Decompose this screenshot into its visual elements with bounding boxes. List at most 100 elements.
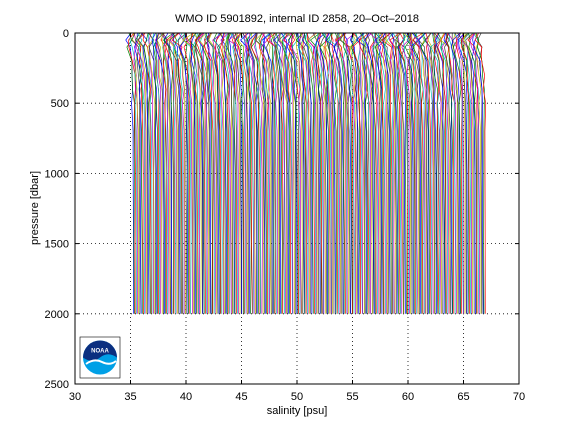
salinity-profile-line — [271, 32, 275, 314]
salinity-profile-line — [325, 32, 336, 314]
salinity-profile-line — [340, 32, 350, 314]
salinity-profile-line — [225, 32, 231, 314]
noaa-logo: NOAA — [79, 336, 121, 379]
salinity-profile-line — [178, 32, 186, 314]
salinity-profile-line — [269, 32, 279, 314]
salinity-profile-line — [424, 32, 436, 314]
salinity-profile-line — [364, 32, 375, 314]
salinity-profile-line — [152, 32, 161, 314]
salinity-profile-line — [282, 32, 291, 314]
salinity-profile-line — [445, 32, 454, 314]
y-tick-label: 2500 — [45, 379, 69, 391]
salinity-profile-line — [163, 32, 174, 314]
salinity-profile-line — [279, 32, 288, 314]
salinity-profile-line — [361, 32, 371, 314]
salinity-profile-line — [179, 32, 189, 314]
salinity-profile-line — [322, 32, 332, 314]
salinity-profile-line — [441, 32, 450, 314]
salinity-profile-line — [156, 32, 164, 314]
salinity-profile-line — [309, 32, 322, 314]
x-axis-label: salinity [psu] — [267, 405, 328, 417]
salinity-profile-line — [329, 32, 339, 314]
salinity-profile-line — [227, 32, 234, 314]
salinity-profile-line — [266, 32, 273, 314]
salinity-profile-line — [141, 32, 150, 314]
salinity-profile-line — [270, 32, 277, 314]
salinity-profile-line — [142, 32, 152, 314]
y-tick-label: 1000 — [45, 168, 69, 180]
salinity-profile-line — [220, 32, 232, 314]
salinity-profile-line — [189, 32, 199, 314]
salinity-profile-line — [427, 32, 435, 314]
salinity-profile-line — [455, 32, 463, 314]
salinity-profile-line — [474, 32, 482, 314]
logo-wave — [85, 359, 117, 365]
salinity-profile-line — [213, 32, 223, 314]
salinity-profile-line — [137, 32, 146, 314]
salinity-profile-line — [366, 32, 374, 314]
salinity-profile-line — [155, 32, 166, 314]
salinity-profile-line — [282, 32, 293, 314]
salinity-profile-line — [235, 32, 243, 314]
salinity-profile-line — [457, 32, 467, 314]
salinity-profile-line — [381, 32, 393, 314]
salinity-profile-line — [432, 32, 442, 314]
salinity-profile-line — [240, 32, 247, 314]
x-tick-label: 65 — [457, 391, 469, 403]
salinity-profile-line — [315, 32, 324, 314]
salinity-profile-line — [435, 32, 445, 314]
salinity-profile-line — [450, 32, 461, 314]
salinity-profile-line — [352, 32, 361, 314]
salinity-profile-line — [369, 32, 378, 314]
salinity-profile-line — [388, 32, 395, 314]
salinity-profile-line — [461, 32, 473, 314]
tick-layer: 30 35 40 45 50 55 60 65 70 0 500 1000 1500 2000 2500 — [45, 28, 526, 403]
salinity-profile-line — [404, 32, 415, 314]
salinity-profile-line — [451, 32, 460, 314]
salinity-profile-line — [385, 32, 396, 314]
salinity-profile-line — [475, 32, 485, 314]
x-tick-label: 40 — [180, 391, 192, 403]
salinity-profile-line — [129, 32, 138, 314]
salinity-profile-line — [461, 32, 470, 314]
salinity-profile-line — [412, 32, 421, 314]
salinity-profile-line — [420, 32, 427, 314]
salinity-profile-line — [208, 32, 218, 314]
salinity-profile-line — [334, 32, 345, 314]
salinity-profile-line — [266, 32, 272, 314]
salinity-profile-line — [344, 32, 354, 314]
salinity-profile-line — [412, 32, 423, 314]
salinity-profile-line — [136, 32, 147, 314]
salinity-profile-line — [254, 32, 263, 314]
y-tick-label: 500 — [51, 98, 69, 110]
salinity-profile-line — [355, 32, 367, 314]
salinity-profile-line — [392, 32, 402, 314]
salinity-profile-line — [182, 32, 192, 314]
salinity-profile-line — [172, 32, 181, 314]
salinity-profile-line — [319, 32, 328, 314]
salinity-profile-line — [443, 32, 453, 314]
salinity-profile-line — [273, 32, 282, 314]
salinity-profile-line — [304, 32, 314, 314]
salinity-profile-line — [272, 32, 280, 314]
salinity-profile-line — [232, 32, 242, 314]
y-tick-label: 1500 — [45, 239, 69, 251]
salinity-profile-line — [359, 32, 369, 314]
salinity-profile-line — [165, 32, 176, 314]
salinity-profile-line — [251, 32, 260, 314]
salinity-profile-line — [291, 32, 302, 314]
salinity-profile-line — [286, 32, 298, 314]
salinity-profile-line — [275, 32, 283, 314]
salinity-profile-line — [227, 32, 239, 314]
salinity-profile-line — [192, 32, 200, 314]
salinity-profile-line — [169, 32, 178, 314]
salinity-profile-line — [471, 32, 476, 314]
salinity-profile-line — [433, 32, 443, 314]
salinity-profile-line — [194, 32, 203, 314]
salinity-profile-line — [182, 32, 194, 314]
salinity-profile-line — [300, 32, 310, 314]
y-tick-label: 2000 — [45, 309, 69, 321]
salinity-profile-line — [291, 32, 296, 314]
salinity-profile-line — [280, 32, 290, 314]
